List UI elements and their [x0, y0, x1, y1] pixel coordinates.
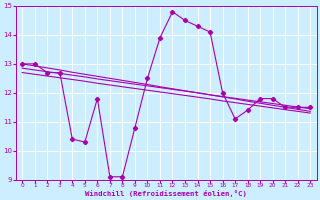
X-axis label: Windchill (Refroidissement éolien,°C): Windchill (Refroidissement éolien,°C): [85, 190, 247, 197]
